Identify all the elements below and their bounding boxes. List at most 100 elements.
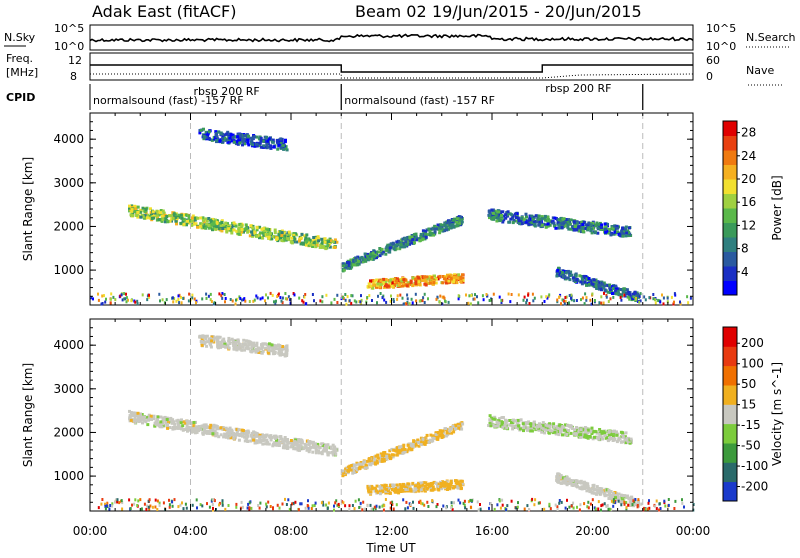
station-title: Adak East (fitACF)	[92, 2, 236, 21]
data-cell	[519, 427, 522, 430]
data-cell	[180, 427, 183, 430]
data-cell	[219, 336, 222, 339]
data-cell	[334, 246, 337, 249]
data-cell	[541, 217, 544, 220]
data-cell	[309, 243, 312, 246]
data-cell	[412, 439, 415, 442]
ground-scatter-cell	[266, 505, 268, 508]
ground-scatter-cell	[471, 499, 473, 502]
ground-scatter-cell	[267, 296, 269, 299]
data-cell	[131, 208, 134, 211]
cpid-segment-label: rbsp 200 RF	[194, 85, 260, 98]
ground-scatter-cell	[508, 293, 510, 296]
ground-scatter-cell	[444, 300, 446, 303]
data-cell	[216, 427, 219, 430]
ground-scatter-cell	[303, 296, 305, 299]
data-cell	[240, 134, 243, 137]
ground-scatter-cell	[287, 498, 289, 501]
data-cell	[251, 143, 254, 146]
data-cell	[489, 424, 492, 427]
data-cell	[265, 143, 268, 146]
ground-scatter-cell	[655, 301, 657, 304]
data-cell	[162, 417, 165, 420]
data-cell	[380, 252, 383, 255]
data-cell	[252, 342, 255, 345]
ground-scatter-cell	[393, 508, 395, 511]
ground-scatter-cell	[573, 299, 575, 302]
ground-scatter-cell	[681, 498, 683, 501]
data-cell	[353, 464, 356, 467]
data-cell	[228, 431, 231, 434]
ground-scatter-cell	[557, 508, 559, 511]
ground-scatter-cell	[402, 498, 404, 501]
data-cell	[435, 227, 438, 230]
ground-scatter-cell	[286, 503, 288, 506]
data-cell	[561, 226, 564, 229]
data-cell	[225, 434, 228, 437]
data-cell	[552, 422, 555, 425]
ground-scatter-cell	[464, 500, 466, 503]
data-cell	[493, 418, 496, 421]
ground-scatter-cell	[228, 504, 230, 507]
data-cell	[459, 280, 462, 283]
ground-scatter-cell	[225, 297, 227, 300]
ground-scatter-cell	[598, 500, 600, 503]
ground-scatter-cell	[673, 301, 675, 304]
ground-scatter-cell	[478, 508, 480, 511]
ground-scatter-cell	[358, 498, 360, 501]
data-cell	[451, 223, 454, 226]
ground-scatter-cell	[589, 299, 591, 302]
data-cell	[526, 429, 529, 432]
data-cell	[612, 492, 615, 495]
data-cell	[542, 427, 545, 430]
ground-scatter-cell	[548, 503, 550, 506]
data-cell	[220, 221, 223, 224]
data-cell	[389, 279, 392, 282]
ground-scatter-cell	[555, 504, 557, 507]
ground-scatter-cell	[564, 296, 566, 299]
ground-scatter-cell	[509, 300, 511, 303]
data-cell	[309, 440, 312, 443]
ground-scatter-cell	[377, 295, 379, 298]
ground-scatter-cell	[643, 295, 645, 298]
ground-scatter-cell	[566, 499, 568, 502]
ground-scatter-cell	[108, 508, 110, 511]
ground-scatter-cell	[366, 296, 368, 299]
ground-scatter-cell	[390, 501, 392, 504]
data-cell	[570, 432, 573, 435]
ground-scatter-cell	[648, 296, 650, 299]
ground-scatter-cell	[624, 503, 626, 506]
colorbar-step	[723, 150, 737, 165]
data-cell	[530, 215, 533, 218]
data-cell	[593, 492, 596, 495]
data-cell	[282, 148, 285, 151]
data-cell	[354, 256, 357, 259]
ground-scatter-cell	[224, 300, 226, 303]
ground-scatter-cell	[479, 503, 481, 506]
data-cell	[281, 231, 284, 234]
data-cell	[217, 435, 220, 438]
ground-scatter-cell	[181, 301, 183, 304]
ground-scatter-cell	[136, 504, 138, 507]
data-cell	[542, 421, 545, 424]
data-cell	[213, 220, 216, 223]
ground-scatter-cell	[603, 302, 605, 305]
ground-scatter-cell	[470, 506, 472, 509]
data-cell	[273, 443, 276, 446]
colorbar-step	[723, 237, 737, 252]
ground-scatter-cell	[272, 294, 274, 297]
ground-scatter-cell	[381, 505, 383, 508]
ground-scatter-cell	[618, 500, 620, 503]
ground-scatter-cell	[565, 507, 567, 510]
data-cell	[251, 349, 254, 352]
data-cell	[367, 487, 370, 490]
data-cell	[401, 285, 404, 288]
ground-scatter-cell	[610, 297, 612, 300]
ground-scatter-cell	[683, 506, 685, 509]
ground-scatter-cell	[142, 293, 144, 296]
ground-scatter-cell	[458, 499, 460, 502]
ground-scatter-cell	[191, 294, 193, 297]
ground-scatter-cell	[450, 506, 452, 509]
